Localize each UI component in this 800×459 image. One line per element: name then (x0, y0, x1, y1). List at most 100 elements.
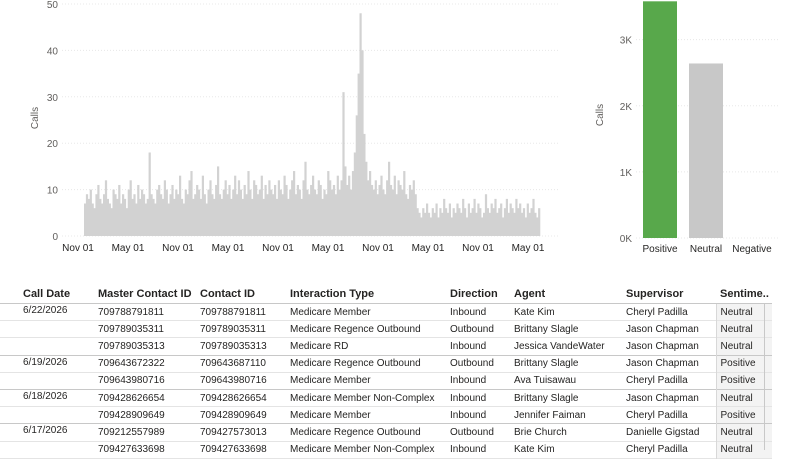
calls-bar (505, 198, 508, 236)
calls-bar (152, 198, 155, 236)
column-header-sentiment[interactable]: Sentime.. (716, 286, 772, 304)
table-row[interactable]: 709789035311 709789035311 Medicare Regence… (0, 320, 772, 338)
column-header-interaction-type[interactable]: Interaction Type (290, 286, 450, 304)
sentiment-bar-positive[interactable] (643, 1, 677, 238)
cell-type: Medicare RD (290, 340, 349, 352)
cell-sentiment: Positive (715, 406, 772, 424)
calls-bar (207, 189, 210, 236)
column-header-agent[interactable]: Agent (514, 286, 626, 304)
calls-bar (167, 203, 170, 236)
calls-bar (340, 180, 343, 236)
calls-bar (325, 194, 328, 236)
cell-direction: Outbound (450, 423, 514, 441)
calls-bar (224, 180, 227, 236)
cell-date (0, 407, 98, 424)
table-row[interactable]: 6/18/2026 709428626654 709428626654 Medicar… (0, 388, 772, 407)
calls-bar (355, 115, 358, 236)
calls-bar (165, 189, 168, 236)
sentiment-bar-neutral[interactable] (689, 63, 723, 238)
table-row[interactable]: 6/17/2026 709212557989 709427573013 Medicar… (0, 423, 772, 441)
cell-direction: Inbound (450, 409, 487, 421)
cell-type: Medicare Regence Outbound (290, 323, 421, 335)
line-chart-x-tick: Nov 01 (162, 243, 194, 254)
calls-bar (190, 171, 193, 236)
calls-bar (262, 198, 265, 236)
cell-type: Medicare Regence Outbound (290, 423, 450, 441)
calls-bar (346, 184, 349, 236)
calls-bar (374, 180, 377, 236)
calls-bar (106, 198, 109, 236)
calls-bar (129, 180, 132, 236)
table-row[interactable]: 709428909649 709428909649 Medicare Member I… (0, 406, 772, 424)
calls-bar (483, 212, 486, 236)
bar-chart-y-tick: 2K (620, 102, 633, 113)
calls-bar (538, 208, 541, 236)
calls-bar (91, 203, 94, 236)
calls-bar (517, 208, 520, 236)
calls-bar (378, 184, 381, 236)
calls-bar (469, 212, 472, 236)
calls-bar (513, 212, 516, 236)
cell-supervisor: Jason Chapman (626, 354, 716, 373)
calls-bar (310, 184, 313, 236)
cell-sentiment: Neutral (715, 320, 772, 338)
calls-bar (245, 194, 248, 236)
calls-bar (85, 194, 89, 236)
cell-contact: 709428626654 (200, 388, 290, 407)
calls-bar (465, 217, 469, 236)
column-header-master-contact-id[interactable]: Master Contact ID (98, 286, 200, 304)
cell-master: 709789035311 (98, 323, 164, 335)
calls-bar (481, 217, 484, 236)
cell-direction: Inbound (450, 340, 487, 352)
calls-bar (293, 171, 296, 236)
bar-chart-y-tick: 0K (620, 234, 633, 245)
column-header-supervisor[interactable]: Supervisor (626, 286, 716, 304)
cell-supervisor: Jason Chapman (626, 323, 699, 335)
calls-bar (521, 212, 524, 236)
calls-bar (272, 194, 275, 236)
calls-bar (452, 208, 455, 236)
cell-master: 709428626654 (98, 388, 200, 407)
calls-bar (524, 217, 527, 236)
calls-bar (321, 198, 324, 236)
calls-bar (460, 212, 463, 236)
calls-bar (399, 184, 402, 236)
column-header-call-date[interactable]: Call Date (0, 286, 98, 304)
calls-bar (125, 208, 128, 236)
calls-bar (118, 184, 121, 236)
calls-bar (256, 194, 260, 236)
calls-bar (348, 175, 351, 236)
calls-bar (420, 217, 423, 236)
calls-bar (296, 184, 299, 236)
calls-bar (376, 194, 379, 236)
calls-bar (473, 198, 476, 236)
table-row[interactable]: 6/19/2026 709643672322 709643687110 Medicar… (0, 354, 772, 373)
calls-bar (234, 175, 237, 236)
calls-bar (253, 180, 256, 236)
calls-bar (412, 180, 415, 236)
table-row[interactable]: 709789035313 709789035313 Medicare RD Inbou… (0, 337, 772, 356)
calls-bar (182, 203, 185, 236)
calls-bar (230, 198, 233, 236)
calls-bar (467, 203, 470, 236)
calls-bar (277, 180, 280, 236)
calls-bar (110, 208, 113, 236)
column-header-direction[interactable]: Direction (450, 286, 514, 304)
calls-bar (260, 175, 263, 236)
table-row[interactable]: 6/22/2026 709788791811 709788791811 Medicar… (0, 303, 772, 321)
table-scrollbar[interactable] (764, 304, 779, 450)
calls-bar (532, 198, 535, 236)
calls-bar (536, 217, 539, 236)
calls-bar (479, 208, 482, 236)
column-header-contact-id[interactable]: Contact ID (200, 286, 290, 304)
line-chart-y-tick: 20 (47, 139, 59, 150)
table-row[interactable]: 709643980716 709643980716 Medicare Member I… (0, 372, 772, 390)
calls-bar (369, 171, 372, 236)
calls-bar (429, 217, 432, 236)
calls-bar (122, 194, 125, 236)
calls-bar (150, 194, 153, 236)
calls-bar (148, 152, 151, 236)
calls-bar (410, 189, 413, 236)
sentiment-bar-chart: 3K 2K 1K 0K Calls Positive Neutral Negative (595, 1, 778, 255)
calls-bar (218, 194, 222, 236)
